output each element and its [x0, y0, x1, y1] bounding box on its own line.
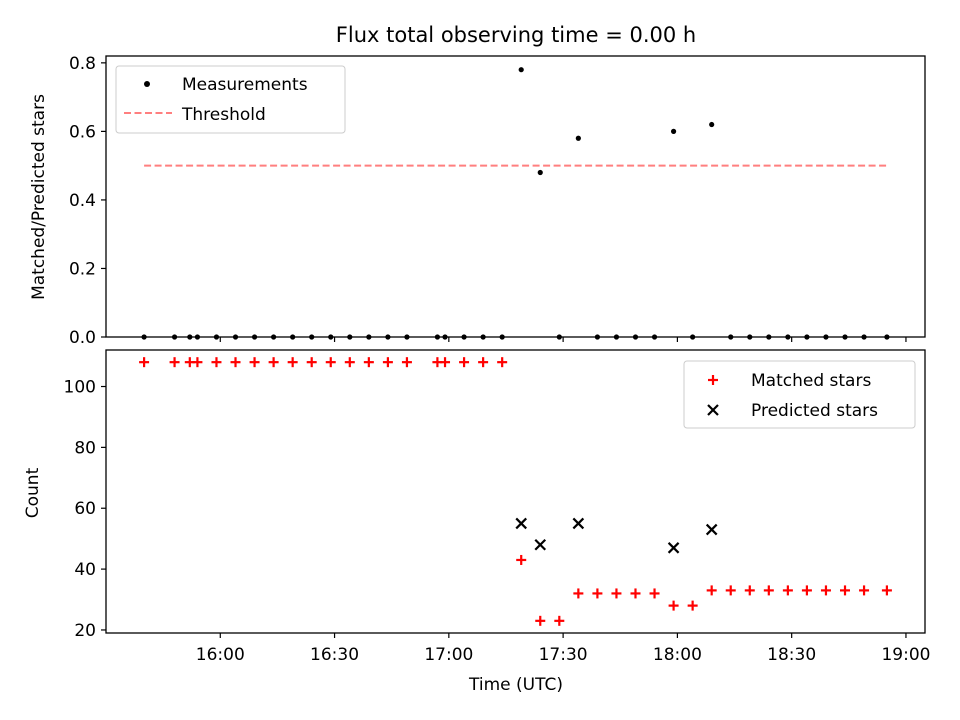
matched-stars-point	[249, 357, 260, 368]
matched-stars-point	[325, 357, 336, 368]
matched-stars-point	[554, 615, 565, 626]
matched-stars-point	[573, 588, 584, 599]
matched-stars-point	[820, 585, 831, 596]
bottom-plot-content	[139, 357, 892, 626]
bottom-y-tick-label: 80	[74, 438, 96, 458]
top-legend-box	[115, 65, 346, 134]
top-y-tick-label: 0.0	[69, 328, 96, 348]
bottom-x-tick-label: 18:00	[653, 645, 702, 665]
measurement-point	[575, 135, 581, 141]
legend-predicted-marker	[707, 404, 719, 416]
matched-stars-point	[401, 357, 412, 368]
bottom-y-axis-label: Count	[23, 467, 43, 518]
matched-stars-point	[478, 357, 489, 368]
legend-matched-label: Matched stars	[751, 371, 871, 391]
bottom-x-axis-ticks: 16:00 16:30 17:00 17:30 18:00 18:30 19:00	[196, 633, 930, 665]
matched-stars-point	[782, 585, 793, 596]
top-y-axis-label: Matched/Predicted stars	[29, 94, 49, 300]
bottom-panel: 20 40 60 80 100 16:00 16:30 17:00 17:30 18:00 18:…	[23, 349, 930, 695]
matched-stars-point	[497, 357, 508, 368]
bottom-x-tick-label: 19:00	[881, 645, 930, 665]
top-chart-title: Flux total observing time = 0.00 h	[336, 23, 696, 47]
matched-stars-point	[382, 357, 393, 368]
bottom-y-tick-label: 40	[74, 560, 96, 580]
matched-stars-point	[192, 357, 203, 368]
matched-stars-point	[344, 357, 355, 368]
matched-stars-point	[649, 588, 660, 599]
matched-stars-point	[859, 585, 870, 596]
matched-stars-point	[611, 588, 622, 599]
measurement-point	[709, 121, 715, 128]
measurement-point	[537, 169, 543, 176]
bottom-y-tick-label: 60	[74, 499, 96, 519]
bottom-x-tick-label: 18:30	[767, 645, 816, 665]
top-legend: Measurements Threshold	[115, 65, 346, 134]
matched-stars-point	[139, 357, 150, 368]
matched-stars-point	[706, 585, 717, 596]
matched-stars-point	[287, 357, 298, 368]
bottom-plot-frame	[105, 349, 926, 634]
bottom-y-tick-label: 20	[74, 621, 96, 641]
legend-predicted-label: Predicted stars	[751, 401, 878, 421]
top-plot-frame	[105, 55, 926, 338]
matched-stars-point	[268, 357, 279, 368]
bottom-x-tick-label: 17:00	[424, 645, 473, 665]
bottom-x-tick-label: 17:30	[539, 645, 588, 665]
measurement-point	[518, 67, 524, 73]
predicted-stars-point	[705, 523, 718, 536]
matched-stars-point	[440, 357, 451, 368]
bottom-y-tick-label: 100	[64, 378, 96, 398]
matched-stars-point	[840, 585, 851, 596]
matched-stars-point	[211, 357, 222, 368]
top-y-tick-label: 0.6	[69, 122, 96, 142]
bottom-legend-box	[683, 360, 916, 429]
top-x-axis-ticks	[219, 337, 907, 342]
matched-stars-point	[725, 585, 736, 596]
matched-stars-point	[630, 588, 641, 599]
top-panel: 0.00.20.40.60.8 Matched/Predicted stars …	[29, 54, 926, 348]
top-y-tick-label: 0.4	[69, 191, 96, 211]
predicted-stars-point	[667, 542, 680, 554]
predicted-stars-point	[515, 517, 527, 530]
matched-stars-point	[169, 357, 180, 368]
bottom-legend: Matched stars Predicted stars	[683, 360, 916, 429]
matched-stars-point	[306, 357, 317, 368]
predicted-stars-point	[534, 538, 547, 551]
bottom-x-axis-label: Time (UTC)	[468, 675, 563, 695]
matched-stars-point	[801, 585, 812, 596]
predicted-stars-point	[572, 517, 585, 530]
matched-stars-point	[230, 357, 241, 368]
matched-stars-point	[535, 615, 546, 626]
measurement-point	[670, 128, 677, 134]
matched-stars-point	[592, 588, 603, 599]
matched-stars-point	[881, 585, 892, 596]
matched-stars-point	[744, 585, 755, 596]
matched-stars-point	[516, 554, 527, 565]
bottom-y-axis-ticks: 20 40 60 80 100	[64, 378, 106, 641]
bottom-x-tick-label: 16:30	[310, 645, 359, 665]
top-y-tick-label: 0.2	[69, 259, 96, 279]
legend-matched-marker	[708, 375, 718, 385]
legend-measurements-marker	[144, 81, 150, 87]
matched-stars-point	[363, 357, 374, 368]
top-y-tick-label: 0.8	[69, 54, 96, 74]
top-y-axis-ticks: 0.0 0.2 0.4 0.6 0.8	[69, 54, 106, 348]
bottom-x-tick-label: 16:00	[196, 645, 245, 665]
matched-stars-point	[668, 600, 679, 611]
matched-stars-point	[459, 357, 470, 368]
matched-stars-point	[687, 600, 698, 611]
matched-stars-point	[763, 585, 774, 596]
legend-threshold-label: Threshold	[181, 105, 266, 125]
legend-measurements-label: Measurements	[182, 75, 308, 95]
